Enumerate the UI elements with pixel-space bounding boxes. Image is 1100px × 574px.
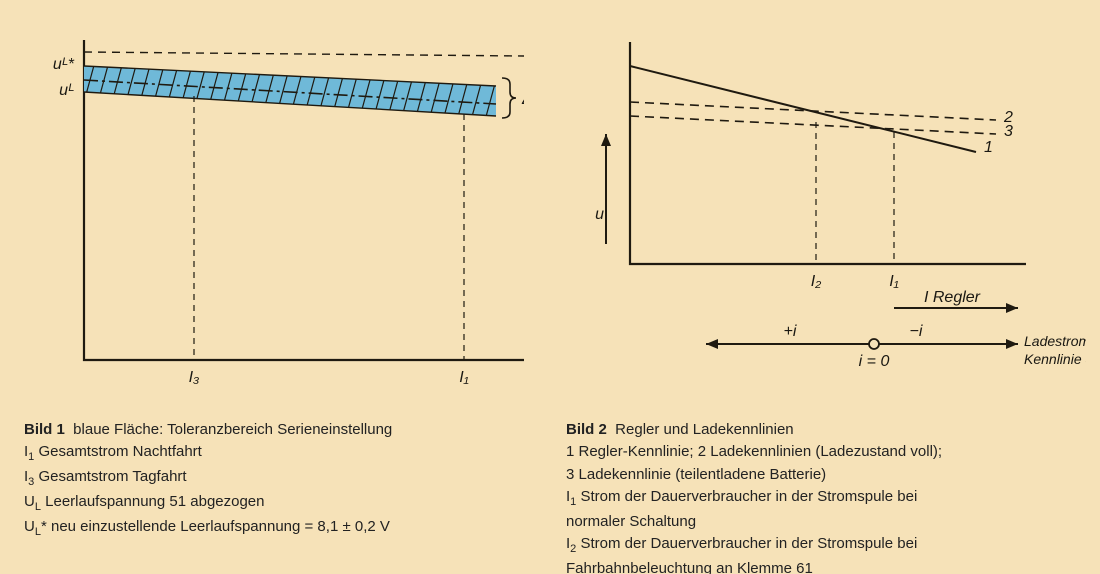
caption-line: I1 Gesamtstrom Nachtfahrt bbox=[24, 442, 544, 465]
upper-dashed bbox=[84, 52, 524, 56]
curve-end-label: 3 bbox=[1004, 123, 1013, 140]
caption-bild-1: Bild 1 blaue Fläche: Toleranzbereich Ser… bbox=[24, 420, 544, 542]
x-tick-label: I₃ bbox=[189, 369, 200, 384]
caption-line: 3 Ladekennlinie (teilentladene Batterie) bbox=[566, 465, 1086, 485]
caption-line: UL* neu einzustellende Leerlaufspannung … bbox=[24, 517, 544, 540]
caption-line: I3 Gesamtstrom Tagfahrt bbox=[24, 467, 544, 490]
plus-i-label: +i bbox=[784, 323, 797, 340]
arrowhead-icon bbox=[1006, 339, 1018, 349]
curve-2 bbox=[630, 102, 996, 120]
y-tick-label: uᴸ bbox=[59, 82, 74, 99]
ladestrom-note: Ladestrom bei Batterie bbox=[1024, 333, 1086, 349]
delta-u-label: ΔU bbox=[521, 91, 524, 108]
x-tick-label: I₁ bbox=[459, 369, 469, 384]
caption-line: UL Leerlaufspannung 51 abgezogen bbox=[24, 492, 544, 515]
minus-i-label: −i bbox=[910, 323, 923, 340]
curve-1 bbox=[630, 66, 976, 152]
chart-2: u123I₂I₁I Regler+i−ii = 0Ladestrom bei B… bbox=[566, 14, 1086, 384]
origin-marker bbox=[869, 339, 879, 349]
arrowhead-icon bbox=[601, 134, 611, 146]
delta-u-brace bbox=[502, 78, 516, 118]
caption-line: normaler Schaltung bbox=[566, 512, 1086, 532]
i-zero-label: i = 0 bbox=[859, 353, 890, 370]
caption-line: Bild 2 Regler und Ladekennlinien bbox=[566, 420, 1086, 440]
caption-line: 1 Regler-Kennlinie; 2 Ladekennlinien (La… bbox=[566, 442, 1086, 462]
caption-line: I2 Strom der Dauerverbraucher in der Str… bbox=[566, 534, 1086, 557]
regler-label: I Regler bbox=[924, 289, 981, 306]
tolerance-band bbox=[84, 66, 496, 116]
x-tick-label: I₁ bbox=[889, 273, 899, 290]
caption-bild-2: Bild 2 Regler und Ladekennlinien1 Regler… bbox=[566, 420, 1086, 574]
ladestrom-note: Kennlinie 3 bbox=[1024, 351, 1086, 367]
curve-end-label: 1 bbox=[984, 139, 993, 156]
chart-1-svg: uᴸ* uᴸ ΔU I₃ I₁ bbox=[24, 14, 524, 384]
curve-3 bbox=[630, 116, 996, 134]
axes bbox=[630, 42, 1026, 264]
chart-1: uᴸ* uᴸ ΔU I₃ I₁ bbox=[24, 14, 524, 384]
arrowhead-icon bbox=[706, 339, 718, 349]
arrowhead-icon bbox=[1006, 303, 1018, 313]
page-root: uᴸ*uᴸΔUI₃I₁ u123I₂I₁I Regler+i−ii = 0Lad… bbox=[0, 0, 1100, 574]
caption-line: I1 Strom der Dauerverbraucher in der Str… bbox=[566, 487, 1086, 510]
caption-line: Bild 1 blaue Fläche: Toleranzbereich Ser… bbox=[24, 420, 544, 440]
x-tick-label: I₂ bbox=[811, 273, 822, 290]
y-tick-label: uᴸ* bbox=[53, 56, 75, 73]
chart-2-svg: u123I₂I₁I Regler+i−ii = 0Ladestrom bei B… bbox=[566, 14, 1086, 384]
u-label: u bbox=[595, 206, 604, 223]
caption-line: Fahrbahnbeleuchtung an Klemme 61 bbox=[566, 559, 1086, 574]
